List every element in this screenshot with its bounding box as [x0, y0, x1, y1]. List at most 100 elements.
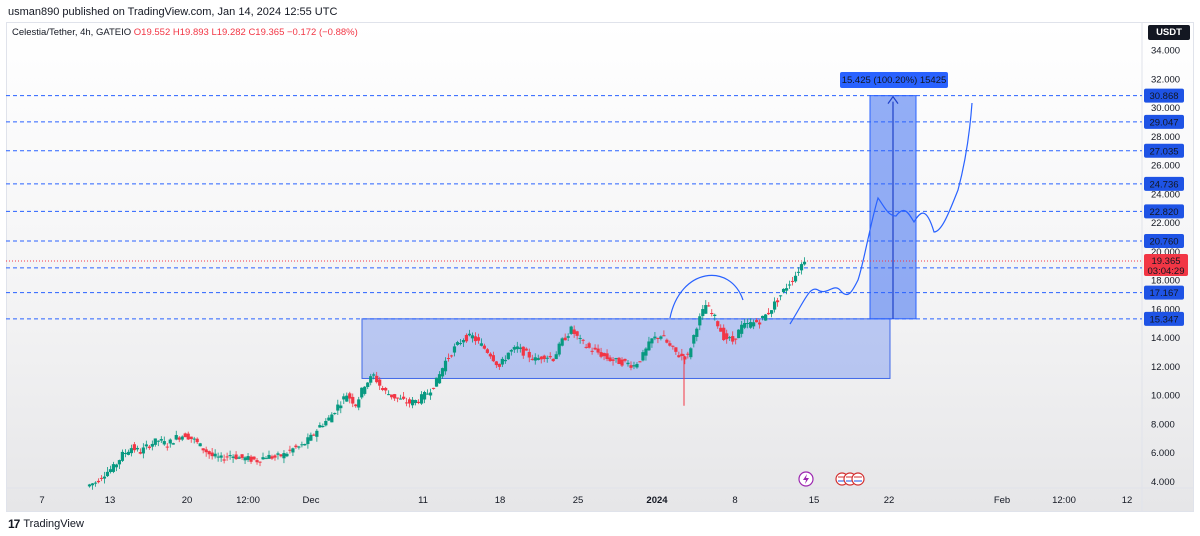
y-tick-label: 14.000 [1151, 333, 1180, 344]
candle-body [204, 449, 208, 453]
y-tick-label: 24.000 [1151, 189, 1180, 200]
candle-body [348, 393, 352, 399]
candle-body [775, 300, 780, 303]
y-tick-label: 8.000 [1151, 419, 1175, 430]
candle-body [581, 339, 585, 341]
candle-body [796, 271, 801, 273]
candle-body [584, 346, 588, 348]
y-tick-label: 12.000 [1151, 362, 1180, 373]
candle-body [509, 350, 513, 352]
candle-body [174, 435, 178, 440]
candle-body [440, 368, 445, 377]
candle-body [357, 399, 361, 408]
chart-area[interactable] [6, 22, 1194, 512]
candle-body [96, 480, 101, 483]
candle-body [369, 376, 373, 383]
candle-body [117, 460, 122, 465]
x-tick-label: 12 [1122, 495, 1133, 506]
candle-body [267, 454, 271, 459]
currency-badge[interactable]: USDT [1148, 25, 1190, 40]
candle-body [222, 459, 226, 461]
symbol-legend: Celestia/Tether, 4h, GATEIO O19.552 H19.… [12, 27, 358, 38]
candle-body [183, 433, 187, 438]
candle-body [551, 358, 555, 362]
candle-body [790, 280, 795, 282]
candle-body [282, 453, 286, 459]
candle-body [114, 464, 119, 468]
close-value: C19.365 [248, 27, 285, 38]
candle-body [758, 322, 762, 325]
candle-body [452, 346, 457, 353]
candle-body [390, 394, 394, 398]
candle-body [793, 275, 798, 282]
candle-body [228, 455, 232, 457]
candle-body [207, 451, 211, 455]
candle-body [105, 471, 110, 477]
candle-body [210, 452, 214, 457]
candle-body [255, 460, 259, 463]
candle-body [635, 363, 639, 368]
candle-body [671, 345, 675, 347]
candle-body [515, 346, 519, 350]
candle-body [539, 356, 543, 360]
candle-body [168, 439, 172, 444]
level-price-tag [1144, 176, 1184, 191]
y-tick-label: 28.000 [1151, 132, 1180, 143]
measure-label-bg [840, 72, 948, 88]
level-price-tag [1144, 285, 1184, 300]
candle-body [405, 402, 409, 404]
candle-body [318, 425, 322, 428]
candle-body [629, 365, 633, 368]
level-price-label: 29.047 [1149, 117, 1178, 128]
candle-body [506, 352, 510, 360]
candle-body [428, 392, 433, 396]
candle-body [620, 359, 624, 366]
candle-body [500, 358, 504, 365]
candle-body [596, 348, 600, 353]
candle-body [339, 405, 343, 409]
level-price-label: 22.820 [1149, 207, 1178, 218]
candle-body [216, 456, 220, 458]
publish-text: usman890 published on TradingView.com, J… [8, 6, 338, 18]
candle-body [171, 443, 175, 445]
candle-body [722, 327, 726, 341]
candle-body [602, 353, 606, 357]
candle-body [533, 357, 537, 361]
candle-body [237, 457, 241, 459]
candle-body [530, 358, 534, 360]
candle-body [656, 338, 660, 340]
candle-body [473, 336, 478, 342]
candle-body [764, 314, 768, 321]
candle-body [375, 375, 379, 383]
candle-body [749, 322, 753, 328]
candle-body [312, 434, 316, 436]
level-price-label: 27.035 [1149, 146, 1178, 157]
candle-body [752, 322, 756, 327]
candle-body [381, 387, 385, 390]
candle-body [195, 438, 199, 443]
candle-body [497, 363, 501, 367]
target-arrow-head [887, 95, 899, 104]
brand[interactable]: 17 TradingView [8, 517, 84, 531]
candle-body [345, 395, 349, 402]
candle-body [632, 365, 636, 367]
x-tick-label: 11 [418, 495, 428, 506]
candle-body [225, 456, 229, 458]
x-tick-label: 18 [495, 495, 506, 506]
candle-body [219, 455, 223, 458]
candle-body [384, 387, 388, 391]
candle-body [668, 343, 672, 346]
candle-body [213, 453, 217, 457]
candle-body [351, 396, 355, 404]
level-price-tag [1144, 143, 1184, 158]
candle-body [461, 339, 466, 343]
x-tick-label: 12:00 [1052, 495, 1076, 506]
candle-body [725, 333, 729, 340]
candle-body [90, 483, 95, 486]
candle-body [402, 396, 406, 399]
publish-header: usman890 published on TradingView.com, J… [0, 0, 1200, 22]
candle-body [772, 301, 777, 310]
candle-body [264, 458, 268, 460]
candle-body [150, 443, 154, 447]
